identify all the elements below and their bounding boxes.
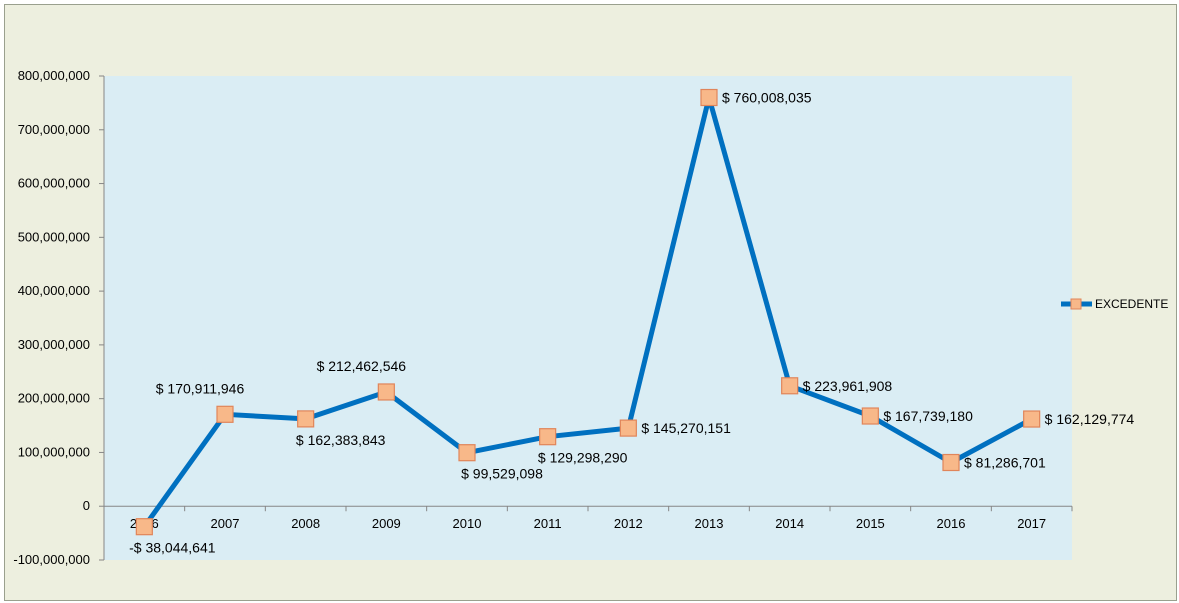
y-tick-label: 500,000,000 [18, 229, 90, 244]
data-label: $ 167,739,180 [883, 408, 973, 424]
x-tick-label: 2016 [937, 516, 966, 531]
data-label: $ 162,383,843 [296, 432, 386, 448]
data-point-marker [135, 518, 153, 536]
y-tick-label: 700,000,000 [18, 122, 90, 137]
series-excedente [135, 88, 1041, 536]
legend: EXCEDENTE [1061, 297, 1168, 311]
y-axis: -100,000,000 0 100,000,000 200,000,000 300,0… [13, 68, 105, 567]
x-tick-label: 2013 [695, 516, 724, 531]
y-tick-label: 800,000,000 [18, 68, 90, 83]
data-label: $ 212,462,546 [317, 358, 407, 374]
y-tick-label: 200,000,000 [18, 391, 90, 406]
x-tick-label: 2011 [534, 516, 562, 531]
x-tick-label: 2008 [291, 516, 320, 531]
data-point-marker [539, 428, 557, 446]
x-tick-label: 2009 [372, 516, 401, 531]
data-point-marker [458, 444, 476, 462]
y-tick-label: 300,000,000 [18, 337, 90, 352]
data-label: $ 145,270,151 [641, 420, 731, 436]
data-label: $ 129,298,290 [538, 450, 628, 466]
data-label: $ 99,529,098 [461, 466, 543, 482]
data-point-marker [942, 453, 960, 472]
data-labels: -$ 38,044,641 $ 170,911,946 $ 162,383,843 $… [129, 90, 1134, 556]
x-tick-label: 2014 [775, 516, 804, 531]
x-tick-label: 2015 [856, 516, 885, 531]
x-tick-label: 2012 [614, 516, 643, 531]
y-tick-label: 400,000,000 [18, 283, 90, 298]
data-label: $ 162,129,774 [1045, 411, 1135, 427]
data-point-marker [619, 419, 637, 437]
plot-area [104, 76, 1072, 560]
x-tick-label: 2007 [211, 516, 240, 531]
data-label: $ 170,911,946 [156, 380, 245, 396]
data-point-marker [377, 383, 395, 401]
data-point-marker [297, 410, 315, 428]
chart-frame [4, 4, 1177, 601]
data-point-marker [861, 407, 879, 425]
data-label: $ 81,286,701 [964, 455, 1046, 471]
y-tick-label: -100,000,000 [13, 552, 90, 567]
data-point-marker [216, 405, 234, 423]
data-point-marker [1023, 410, 1041, 428]
data-label: $ 223,961,908 [803, 378, 893, 394]
data-label: $ 760,008,035 [722, 90, 812, 106]
data-point-marker [700, 88, 718, 107]
x-tick-label: 2010 [453, 516, 482, 531]
y-tick-label: 0 [83, 498, 90, 513]
data-point-marker [781, 377, 799, 395]
legend-label: EXCEDENTE [1095, 297, 1168, 311]
x-tick-label: 2017 [1017, 516, 1046, 531]
series-line [141, 95, 1035, 530]
data-label: -$ 38,044,641 [129, 540, 216, 556]
y-tick-label: 600,000,000 [18, 176, 90, 191]
y-tick-label: 100,000,000 [18, 444, 90, 459]
legend-marker-swatch [1070, 298, 1082, 310]
